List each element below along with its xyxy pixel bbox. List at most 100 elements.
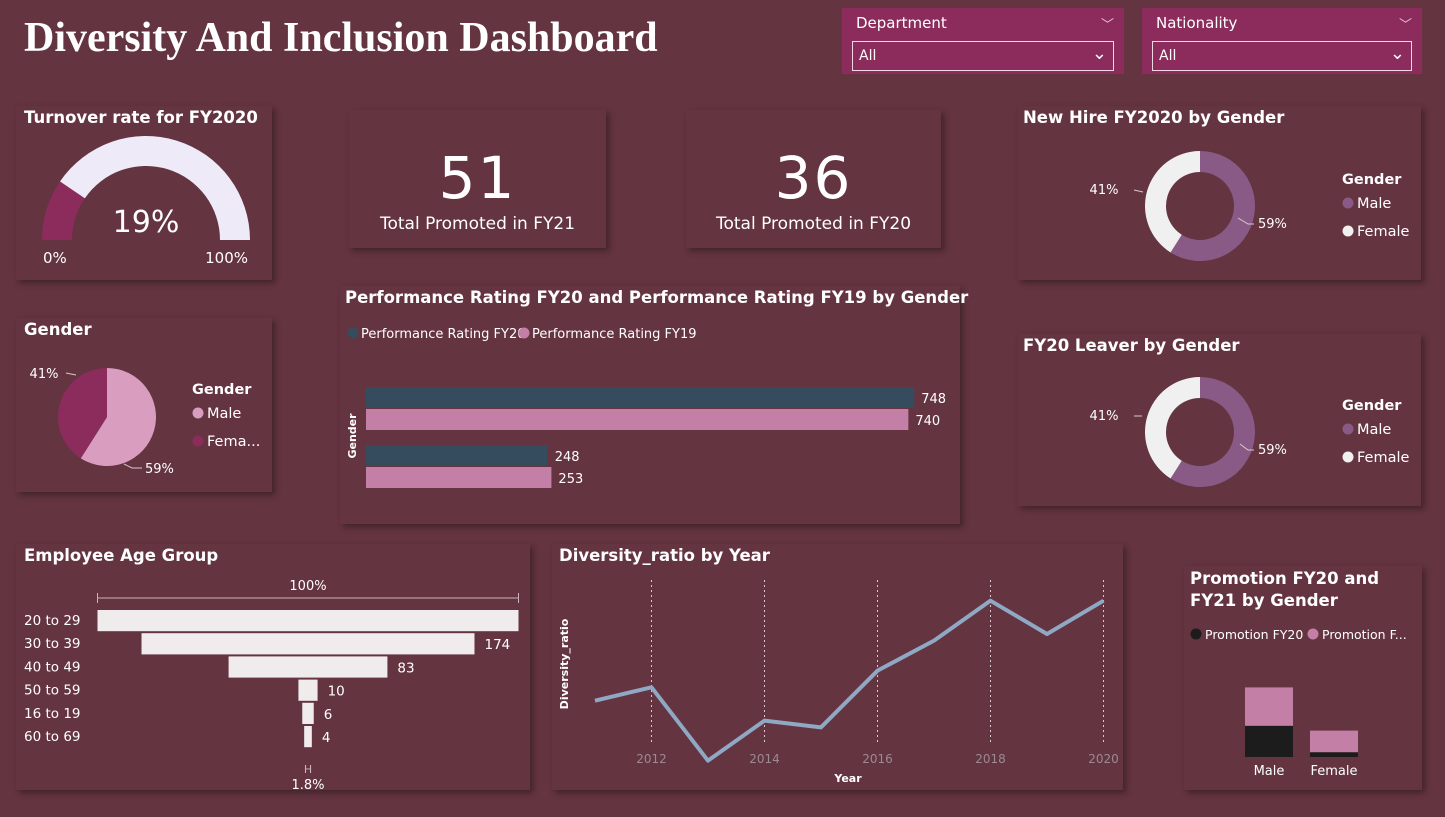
- legend-marker-0: [1342, 423, 1354, 435]
- legend-title: Gender: [1342, 172, 1402, 188]
- diversity-line-card[interactable]: Diversity_ratio by Year 2012 2014 2016 2018…: [552, 544, 1123, 790]
- legend-marker-0: [347, 327, 359, 339]
- funnel-value-label: 6: [324, 707, 333, 723]
- legend-marker-1: [192, 435, 204, 447]
- legend-item-0: Male: [1357, 196, 1391, 212]
- kpi-fy21-value: 51: [438, 144, 517, 212]
- age-group-title: Employee Age Group: [24, 546, 219, 565]
- leader-line: [1237, 217, 1254, 225]
- new-hire-donut-chart: 59% 41% Gender Male Female: [1090, 151, 1410, 261]
- gauge-value-label: 19%: [113, 205, 180, 240]
- leader-line: [1239, 443, 1254, 451]
- x-tick-label: 2012: [636, 752, 667, 766]
- collapse-chevron-icon[interactable]: ﹀: [1100, 18, 1114, 33]
- funnel-category-label: 60 to 69: [24, 729, 81, 745]
- performance-bar-card[interactable]: Performance Rating FY20 and Performance …: [340, 286, 968, 524]
- stacked-bar-0-0: [1245, 725, 1293, 757]
- slice-male: [1170, 377, 1255, 487]
- y-axis-label: Diversity_ratio: [558, 618, 571, 709]
- legend-item-0: Male: [1357, 422, 1391, 438]
- funnel-value-label: 4: [322, 730, 331, 746]
- age-group-funnel-card[interactable]: Employee Age Group 100% 20 to 29 30 to 39 1…: [16, 544, 530, 790]
- funnel-category-label: 40 to 49: [24, 659, 81, 675]
- bar-1-0: [366, 409, 909, 430]
- kpi-card-fy20[interactable]: 36 Total Promoted in FY20: [686, 110, 941, 248]
- kpi-fy20-label: Total Promoted in FY20: [715, 214, 912, 234]
- turnover-gauge-card[interactable]: Turnover rate for FY2020 19% 0% 100%: [16, 106, 272, 280]
- funnel-bar: [304, 726, 312, 748]
- legend-marker-1: [518, 327, 530, 339]
- x-tick-label: 2020: [1088, 752, 1119, 766]
- funnel-category-label: 30 to 39: [24, 636, 81, 652]
- dashboard-title: Diversity And Inclusion Dashboard: [24, 15, 658, 61]
- legend-item-1: Female: [1357, 224, 1410, 240]
- legend-marker-0: [192, 407, 204, 419]
- x-tick-label: Male: [1254, 764, 1285, 779]
- kpi-card-fy21[interactable]: 51 Total Promoted in FY21: [349, 110, 606, 248]
- legend-marker-1: [1342, 225, 1354, 237]
- slice-male: [80, 368, 156, 466]
- department-slicer[interactable]: Department ﹀ All ⌄: [842, 8, 1124, 74]
- turnover-gauge: 19% 0% 100%: [42, 135, 251, 267]
- new-hire-title: New Hire FY2020 by Gender: [1023, 108, 1285, 127]
- funnel-bar: [298, 679, 318, 701]
- chevron-down-icon[interactable]: ⌄: [1091, 43, 1107, 64]
- leader-line: [1133, 189, 1144, 193]
- funnel-bar: [97, 610, 519, 632]
- gauge-track-arc: [59, 135, 251, 240]
- nationality-slicer[interactable]: Nationality ﹀ All ⌄: [1142, 8, 1422, 74]
- x-axis-label: Year: [833, 772, 862, 785]
- collapse-chevron-icon[interactable]: ﹀: [1398, 18, 1412, 33]
- funnel-bottom-label: 1.8%: [291, 778, 324, 790]
- turnover-gauge-title: Turnover rate for FY2020: [24, 108, 258, 127]
- slice-label-female: 41%: [30, 367, 59, 382]
- promotion-title: Promotion FY20 and FY21 by Gender: [1190, 569, 1380, 610]
- slice-label-male: 59%: [1258, 217, 1287, 232]
- bar-label: 248: [555, 450, 580, 465]
- legend-item-1: Fema...: [207, 434, 260, 450]
- funnel-value-label: 174: [484, 637, 510, 653]
- stacked-bar-0-1: [1310, 752, 1358, 757]
- legend-title: Gender: [1342, 398, 1402, 414]
- diversity-line-title: Diversity_ratio by Year: [559, 546, 770, 565]
- promotion-stacked-card[interactable]: Promotion FY20 and FY21 by Gender Promot…: [1184, 566, 1422, 790]
- age-group-funnel-chart: 100% 20 to 29 30 to 39 174 40 to 49 83 50 to 5…: [24, 579, 519, 790]
- gender-pie-chart: 59% 41% Gender Male Fema...: [30, 367, 261, 477]
- gender-pie-card[interactable]: Gender 59% 41% Gender Male Fema...: [16, 318, 272, 492]
- nationality-dropdown[interactable]: All ⌄: [1152, 41, 1412, 71]
- bar-label: 748: [921, 392, 946, 407]
- performance-bar-chart: Performance Rating FY20 Performance Ratin…: [346, 327, 946, 488]
- slice-female: [57, 368, 107, 459]
- x-tick-label: 2016: [862, 752, 893, 766]
- funnel-value-label: 10: [328, 684, 345, 700]
- promotion-stacked-chart: Promotion FY20 Promotion F... Male Female: [1190, 627, 1407, 779]
- leaver-title: FY20 Leaver by Gender: [1023, 336, 1240, 355]
- legend-item-1: Performance Rating FY19: [532, 327, 697, 342]
- y-axis-label: Gender: [346, 413, 359, 459]
- funnel-bar: [141, 633, 475, 655]
- slice-label-female: 41%: [1090, 409, 1119, 424]
- legend-marker-0: [1190, 628, 1202, 640]
- slice-label-male: 59%: [145, 462, 174, 477]
- department-dropdown[interactable]: All ⌄: [852, 41, 1114, 71]
- funnel-bar: [302, 702, 314, 724]
- performance-bar-title: Performance Rating FY20 and Performance …: [345, 288, 969, 307]
- kpi-fy20-value: 36: [774, 144, 853, 212]
- chevron-down-icon[interactable]: ⌄: [1389, 43, 1405, 64]
- bar-label: 253: [558, 472, 583, 487]
- slice-label-male: 59%: [1258, 443, 1287, 458]
- funnel-value-label: 83: [397, 660, 414, 676]
- funnel-category-label: 16 to 19: [24, 706, 81, 722]
- legend-item-1: Female: [1357, 450, 1410, 466]
- legend-item-0: Promotion FY20: [1205, 627, 1303, 642]
- stacked-bar-1-1: [1310, 730, 1358, 753]
- legend-item-1: Promotion F...: [1322, 627, 1407, 642]
- legend-item-0: Performance Rating FY20: [361, 327, 526, 342]
- department-selected-value: All: [859, 48, 877, 64]
- new-hire-donut-card[interactable]: New Hire FY2020 by Gender 59% 41% Gender Ma…: [1018, 106, 1421, 280]
- department-slicer-label: Department: [856, 14, 947, 32]
- gender-pie-title: Gender: [24, 320, 92, 339]
- leaver-donut-card[interactable]: FY20 Leaver by Gender 59% 41% Gender Male Fe…: [1018, 334, 1421, 506]
- kpi-fy21-label: Total Promoted in FY21: [379, 214, 576, 234]
- stacked-bar-1-0: [1245, 687, 1293, 726]
